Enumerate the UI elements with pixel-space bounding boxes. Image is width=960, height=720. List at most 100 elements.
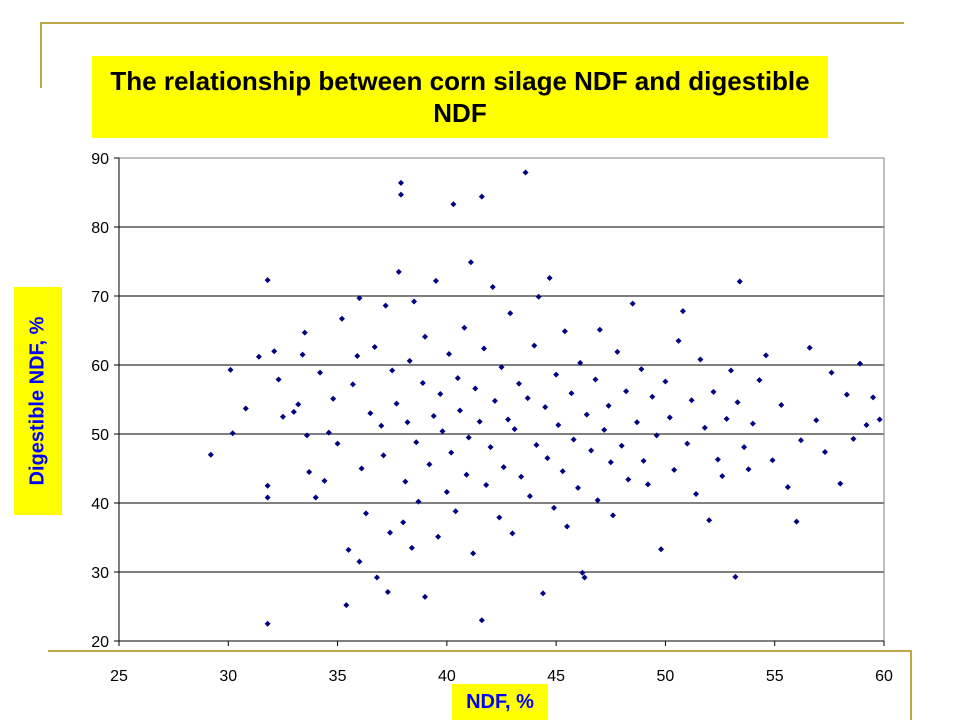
data-point [732, 573, 739, 580]
data-point [542, 404, 549, 411]
x-tick-label: 25 [110, 668, 128, 685]
data-point [435, 533, 442, 540]
data-point [535, 293, 542, 300]
data-point [629, 300, 636, 307]
data-point [555, 422, 562, 429]
data-point [325, 429, 332, 436]
data-point [850, 435, 857, 442]
data-point [876, 416, 883, 423]
data-point [564, 523, 571, 530]
data-point [511, 426, 518, 433]
data-point [264, 277, 271, 284]
data-point [454, 375, 461, 382]
data-point [596, 326, 603, 333]
data-point [242, 405, 249, 412]
data-point [432, 277, 439, 284]
data-point [581, 574, 588, 581]
data-point [317, 369, 324, 376]
data-point [483, 482, 490, 489]
data-point [797, 437, 804, 444]
data-point [728, 367, 734, 374]
data-point [749, 420, 756, 427]
data-point [382, 302, 389, 309]
data-point [498, 364, 505, 371]
data-point [701, 424, 708, 431]
data-point [415, 498, 422, 505]
data-point [404, 419, 411, 426]
data-point [402, 478, 409, 485]
data-point [312, 494, 319, 501]
data-point [638, 366, 645, 373]
data-point [609, 512, 616, 519]
y-tick-label: 90 [91, 151, 109, 168]
data-point [496, 514, 503, 521]
data-point [828, 369, 835, 376]
data-point [522, 169, 529, 176]
data-point [384, 589, 391, 596]
data-point [524, 395, 531, 402]
y-tick-label: 40 [91, 496, 109, 513]
data-point [736, 278, 743, 285]
data-point [644, 481, 651, 488]
data-point [380, 452, 387, 459]
data-point [634, 419, 641, 426]
data-point [264, 482, 271, 489]
data-point [450, 201, 457, 208]
decorative-bottom-rule [48, 650, 912, 652]
data-point [723, 415, 730, 422]
data-point [515, 380, 522, 387]
data-point [430, 413, 437, 420]
data-point [279, 413, 286, 420]
plot-area-border [118, 157, 885, 642]
data-point [290, 408, 297, 415]
data-point [806, 344, 813, 351]
data-point [411, 298, 418, 305]
x-tick-label: 40 [438, 668, 456, 685]
data-point [870, 394, 877, 401]
data-point [264, 620, 271, 627]
data-point [577, 359, 584, 366]
data-point [778, 402, 785, 409]
data-point [255, 353, 262, 360]
y-tick-label: 20 [91, 634, 109, 651]
data-point [422, 333, 428, 340]
data-point [546, 275, 553, 282]
data-point [443, 488, 450, 495]
x-tick-label: 35 [329, 668, 347, 685]
data-point [550, 504, 557, 511]
data-point [452, 508, 459, 515]
data-point [706, 517, 713, 524]
data-point [343, 602, 350, 609]
data-point [400, 519, 407, 526]
x-tick-label: 45 [547, 668, 565, 685]
data-point [301, 329, 308, 336]
data-point [303, 432, 310, 439]
data-point [623, 388, 630, 395]
data-point [675, 337, 682, 344]
data-point [448, 449, 455, 456]
data-point [395, 268, 402, 275]
data-point [741, 444, 748, 451]
data-point [446, 350, 453, 357]
chart-title: The relationship between corn silage NDF… [92, 56, 828, 138]
data-point [505, 416, 512, 423]
y-axis-label: Digestible NDF, % [26, 316, 49, 486]
data-point [697, 356, 704, 363]
data-point [389, 367, 396, 374]
data-point [843, 391, 850, 398]
data-point [693, 491, 700, 498]
y-axis-label-box: Digestible NDF, % [14, 287, 62, 515]
data-point [321, 477, 328, 484]
data-point [487, 444, 494, 451]
data-point [463, 471, 470, 478]
data-point [533, 442, 540, 449]
data-point [371, 344, 378, 351]
data-point [588, 447, 595, 454]
data-point [467, 259, 474, 266]
data-point [378, 422, 385, 429]
data-point [295, 401, 302, 408]
data-point [306, 468, 313, 475]
data-point [406, 357, 413, 364]
data-point [413, 439, 420, 446]
data-point [338, 315, 345, 322]
